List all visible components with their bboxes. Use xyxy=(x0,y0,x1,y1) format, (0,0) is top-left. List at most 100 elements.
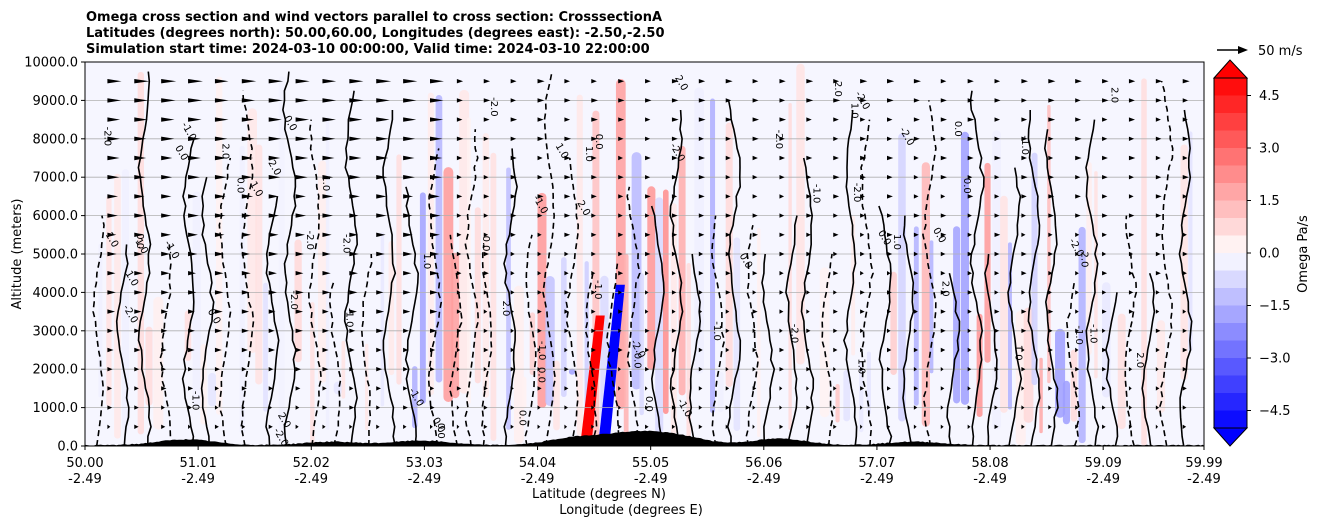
wind-vector-arrow xyxy=(295,405,300,410)
wind-vector-arrow xyxy=(779,194,785,199)
omega-streak xyxy=(419,192,426,404)
wind-vector-arrow xyxy=(1182,98,1189,103)
wind-vector-arrow xyxy=(671,309,676,314)
wind-vector-arrow xyxy=(779,367,784,372)
omega-contour-line xyxy=(1043,129,1059,446)
wind-vector-arrow xyxy=(456,213,462,218)
wind-vector-arrow xyxy=(887,194,893,199)
wind-vector-arrow xyxy=(241,367,247,372)
wind-vector-arrow xyxy=(241,347,248,353)
wind-vector-arrow xyxy=(429,251,440,257)
wind-vector-arrow xyxy=(1182,347,1188,353)
contour-label: 0.0 xyxy=(235,177,246,193)
wind-vector-arrow xyxy=(214,424,219,429)
wind-vector-arrow xyxy=(1102,175,1108,180)
omega-streak xyxy=(561,257,567,398)
wind-vector-arrow xyxy=(295,271,304,276)
wind-vector-arrow xyxy=(564,117,571,122)
wind-vector-arrow xyxy=(887,175,893,180)
wind-vector-arrow xyxy=(107,175,120,180)
omega-contour-line xyxy=(650,205,665,446)
wind-vector-arrow xyxy=(241,213,252,218)
x-tick-label-latitude: 53.03 xyxy=(406,456,443,471)
contour-label: 1.0 xyxy=(856,358,867,374)
contour-label: 0.0 xyxy=(631,353,642,369)
wind-vector-arrow xyxy=(564,386,569,391)
wind-vector-arrow xyxy=(214,117,229,122)
wind-vector-arrow xyxy=(1048,424,1052,429)
wind-vector-arrow xyxy=(967,175,973,180)
wind-vector-arrow xyxy=(376,309,385,314)
wind-vector-arrow xyxy=(913,367,918,372)
wind-vector-arrow xyxy=(618,155,624,161)
omega-contour-line xyxy=(542,71,557,446)
wind-vector-arrow xyxy=(1048,251,1054,257)
wind-vector-arrow xyxy=(1048,328,1053,333)
wind-vector-arrow xyxy=(134,367,140,372)
wind-vector-arrow xyxy=(456,328,462,333)
wind-vector-arrow xyxy=(1128,290,1134,295)
x-tick-label-longitude: -2.49 xyxy=(521,472,555,487)
wind-vector-arrow xyxy=(161,271,170,276)
omega-streak xyxy=(388,241,395,376)
colorbar-bands xyxy=(1214,78,1247,428)
colorbar-band xyxy=(1214,375,1247,393)
wind-vector-arrow xyxy=(1102,232,1107,237)
wind-vector-arrow xyxy=(940,424,944,429)
wind-vector-arrow xyxy=(698,271,704,276)
wind-vector-arrow xyxy=(618,367,621,372)
wind-vector-arrow xyxy=(295,98,309,103)
wind-vector-arrow xyxy=(322,424,326,429)
wind-vector-arrow xyxy=(1155,175,1162,180)
wind-vector-arrow xyxy=(779,117,787,122)
wind-vector-arrow xyxy=(833,175,840,180)
contour-label: 2.0 xyxy=(1108,87,1119,103)
omega-streak xyxy=(647,186,656,371)
wind-vector-arrow xyxy=(591,405,595,410)
omega-contour-line xyxy=(115,244,130,446)
wind-vector-arrow xyxy=(1128,194,1134,199)
wind-vector-arrow xyxy=(537,232,542,237)
wind-vector-arrow xyxy=(967,271,972,276)
wind-vector-arrow xyxy=(483,232,489,237)
wind-vector-arrow xyxy=(994,290,999,295)
wind-vector-arrow xyxy=(967,79,974,84)
wind-vector-arrow xyxy=(1075,405,1080,410)
omega-contour-line xyxy=(328,282,342,446)
omega-contour-line xyxy=(282,71,297,446)
omega-streak xyxy=(114,173,121,439)
colorbar-extend-min xyxy=(1212,427,1249,447)
wind-vector-arrow xyxy=(994,309,1000,314)
omega-contour-line xyxy=(240,90,255,446)
wind-vector-arrow xyxy=(241,136,255,141)
wind-vector-arrow xyxy=(833,309,838,314)
omega-contour-line xyxy=(1105,292,1119,446)
wind-vector-arrow xyxy=(671,251,677,257)
wind-vector-arrow xyxy=(510,271,515,276)
y-tick-label: 5000.0 xyxy=(33,248,79,263)
wind-vector-arrow xyxy=(483,155,491,161)
wind-vector-arrow xyxy=(483,290,488,295)
contour-label: 0.0 xyxy=(643,396,654,412)
wind-vector-arrow xyxy=(107,347,114,353)
wind-vector-arrow xyxy=(188,232,198,237)
x-tick-label-longitude: -2.49 xyxy=(1187,472,1221,487)
wind-vector-arrow xyxy=(429,232,440,237)
wind-vector-arrow xyxy=(134,290,143,295)
wind-vector-arrow xyxy=(349,405,355,410)
wind-vector-arrow xyxy=(591,232,597,237)
wind-vector-arrow xyxy=(1102,98,1109,103)
wind-vector-arrow xyxy=(1128,79,1136,84)
omega-contour-line xyxy=(1178,109,1193,446)
wind-vector-arrow xyxy=(376,79,392,84)
omega-contour-line xyxy=(785,215,798,446)
contour-label: -2.0 xyxy=(488,97,499,117)
wind-vector-arrow xyxy=(1182,386,1187,391)
wind-vector-arrow xyxy=(134,194,145,199)
wind-vector-arrow xyxy=(322,117,336,122)
wind-vector-arrow xyxy=(537,367,541,372)
wind-vector-arrow xyxy=(1182,232,1187,237)
wind-vector-arrow xyxy=(161,386,167,391)
wind-vector-arrow xyxy=(295,309,303,314)
wind-vector-arrow xyxy=(1102,290,1107,295)
